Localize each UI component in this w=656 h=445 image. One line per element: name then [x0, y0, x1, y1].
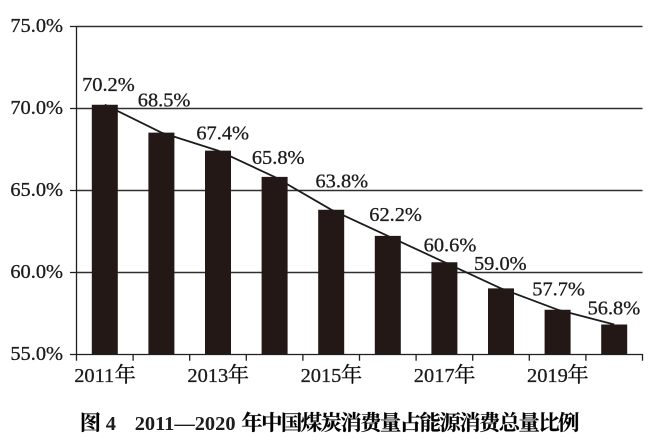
svg-text:2011—2020: 2011—2020: [135, 413, 236, 435]
svg-text:68.5%: 68.5%: [138, 90, 191, 112]
svg-text:4: 4: [106, 413, 116, 435]
svg-text:56.8%: 56.8%: [588, 298, 641, 320]
svg-text:70.2%: 70.2%: [82, 74, 135, 96]
svg-text:65.0%: 65.0%: [10, 179, 63, 201]
svg-text:55.0%: 55.0%: [10, 343, 63, 365]
svg-text:62.2%: 62.2%: [369, 204, 422, 226]
svg-text:2017: 2017: [414, 365, 455, 387]
svg-text:65.8%: 65.8%: [252, 147, 305, 169]
svg-text:75.0%: 75.0%: [10, 15, 63, 37]
svg-text:60.0%: 60.0%: [10, 261, 63, 283]
svg-text:2011: 2011: [74, 365, 114, 387]
svg-text:67.4%: 67.4%: [196, 123, 249, 145]
svg-text:2015: 2015: [301, 365, 342, 387]
svg-text:57.7%: 57.7%: [532, 278, 585, 300]
svg-text:70.0%: 70.0%: [10, 97, 63, 119]
svg-text:2019: 2019: [527, 365, 568, 387]
svg-text:2013: 2013: [187, 365, 228, 387]
svg-text:60.6%: 60.6%: [424, 235, 477, 257]
svg-text:63.8%: 63.8%: [315, 170, 368, 192]
svg-text:59.0%: 59.0%: [474, 253, 527, 275]
